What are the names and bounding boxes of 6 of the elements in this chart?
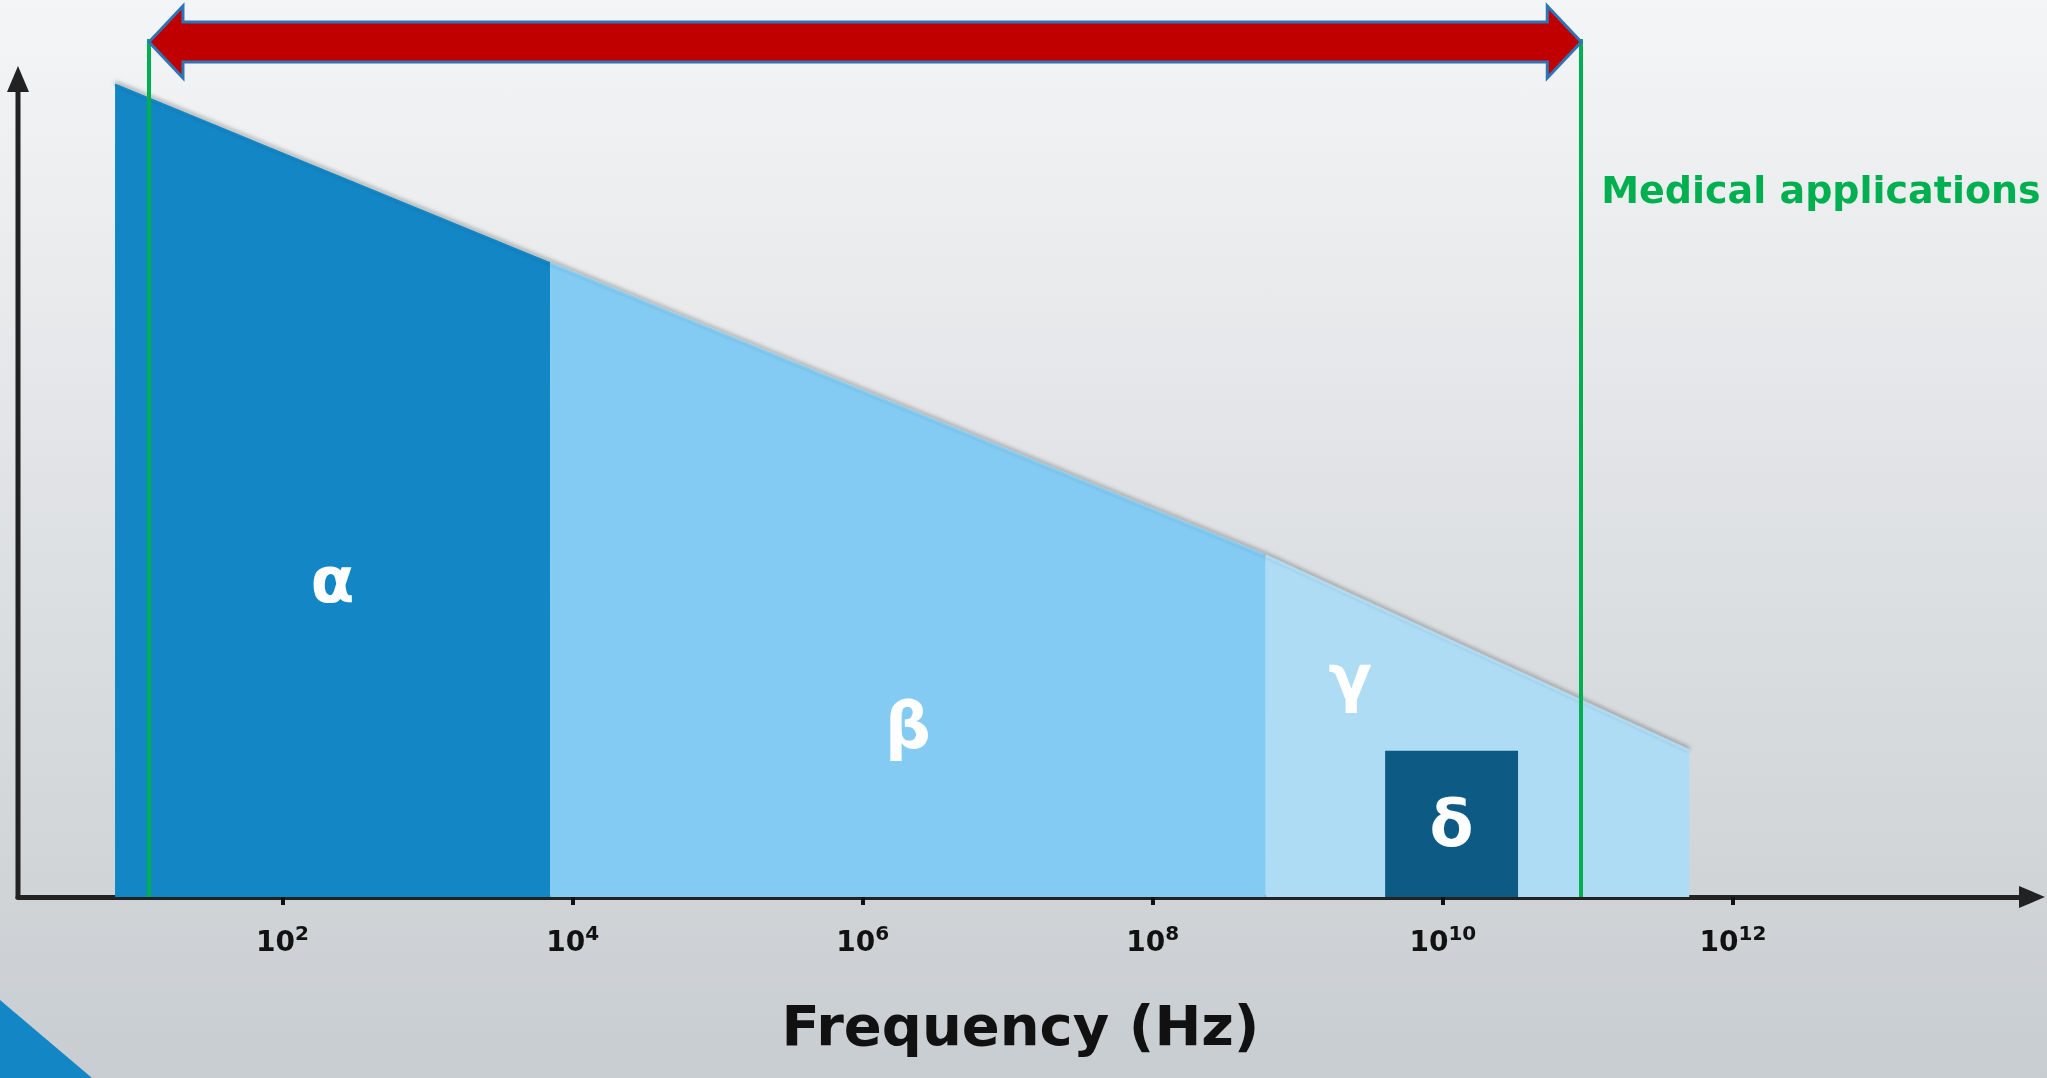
series-label: δ [1429, 786, 1474, 861]
series-label: β [884, 689, 931, 764]
series-label: γ [1328, 640, 1373, 715]
x-axis-title: Frequency (Hz) [781, 992, 1260, 1058]
ref-line-label: Medical applications [1601, 168, 2041, 212]
series-label: α [310, 543, 355, 618]
